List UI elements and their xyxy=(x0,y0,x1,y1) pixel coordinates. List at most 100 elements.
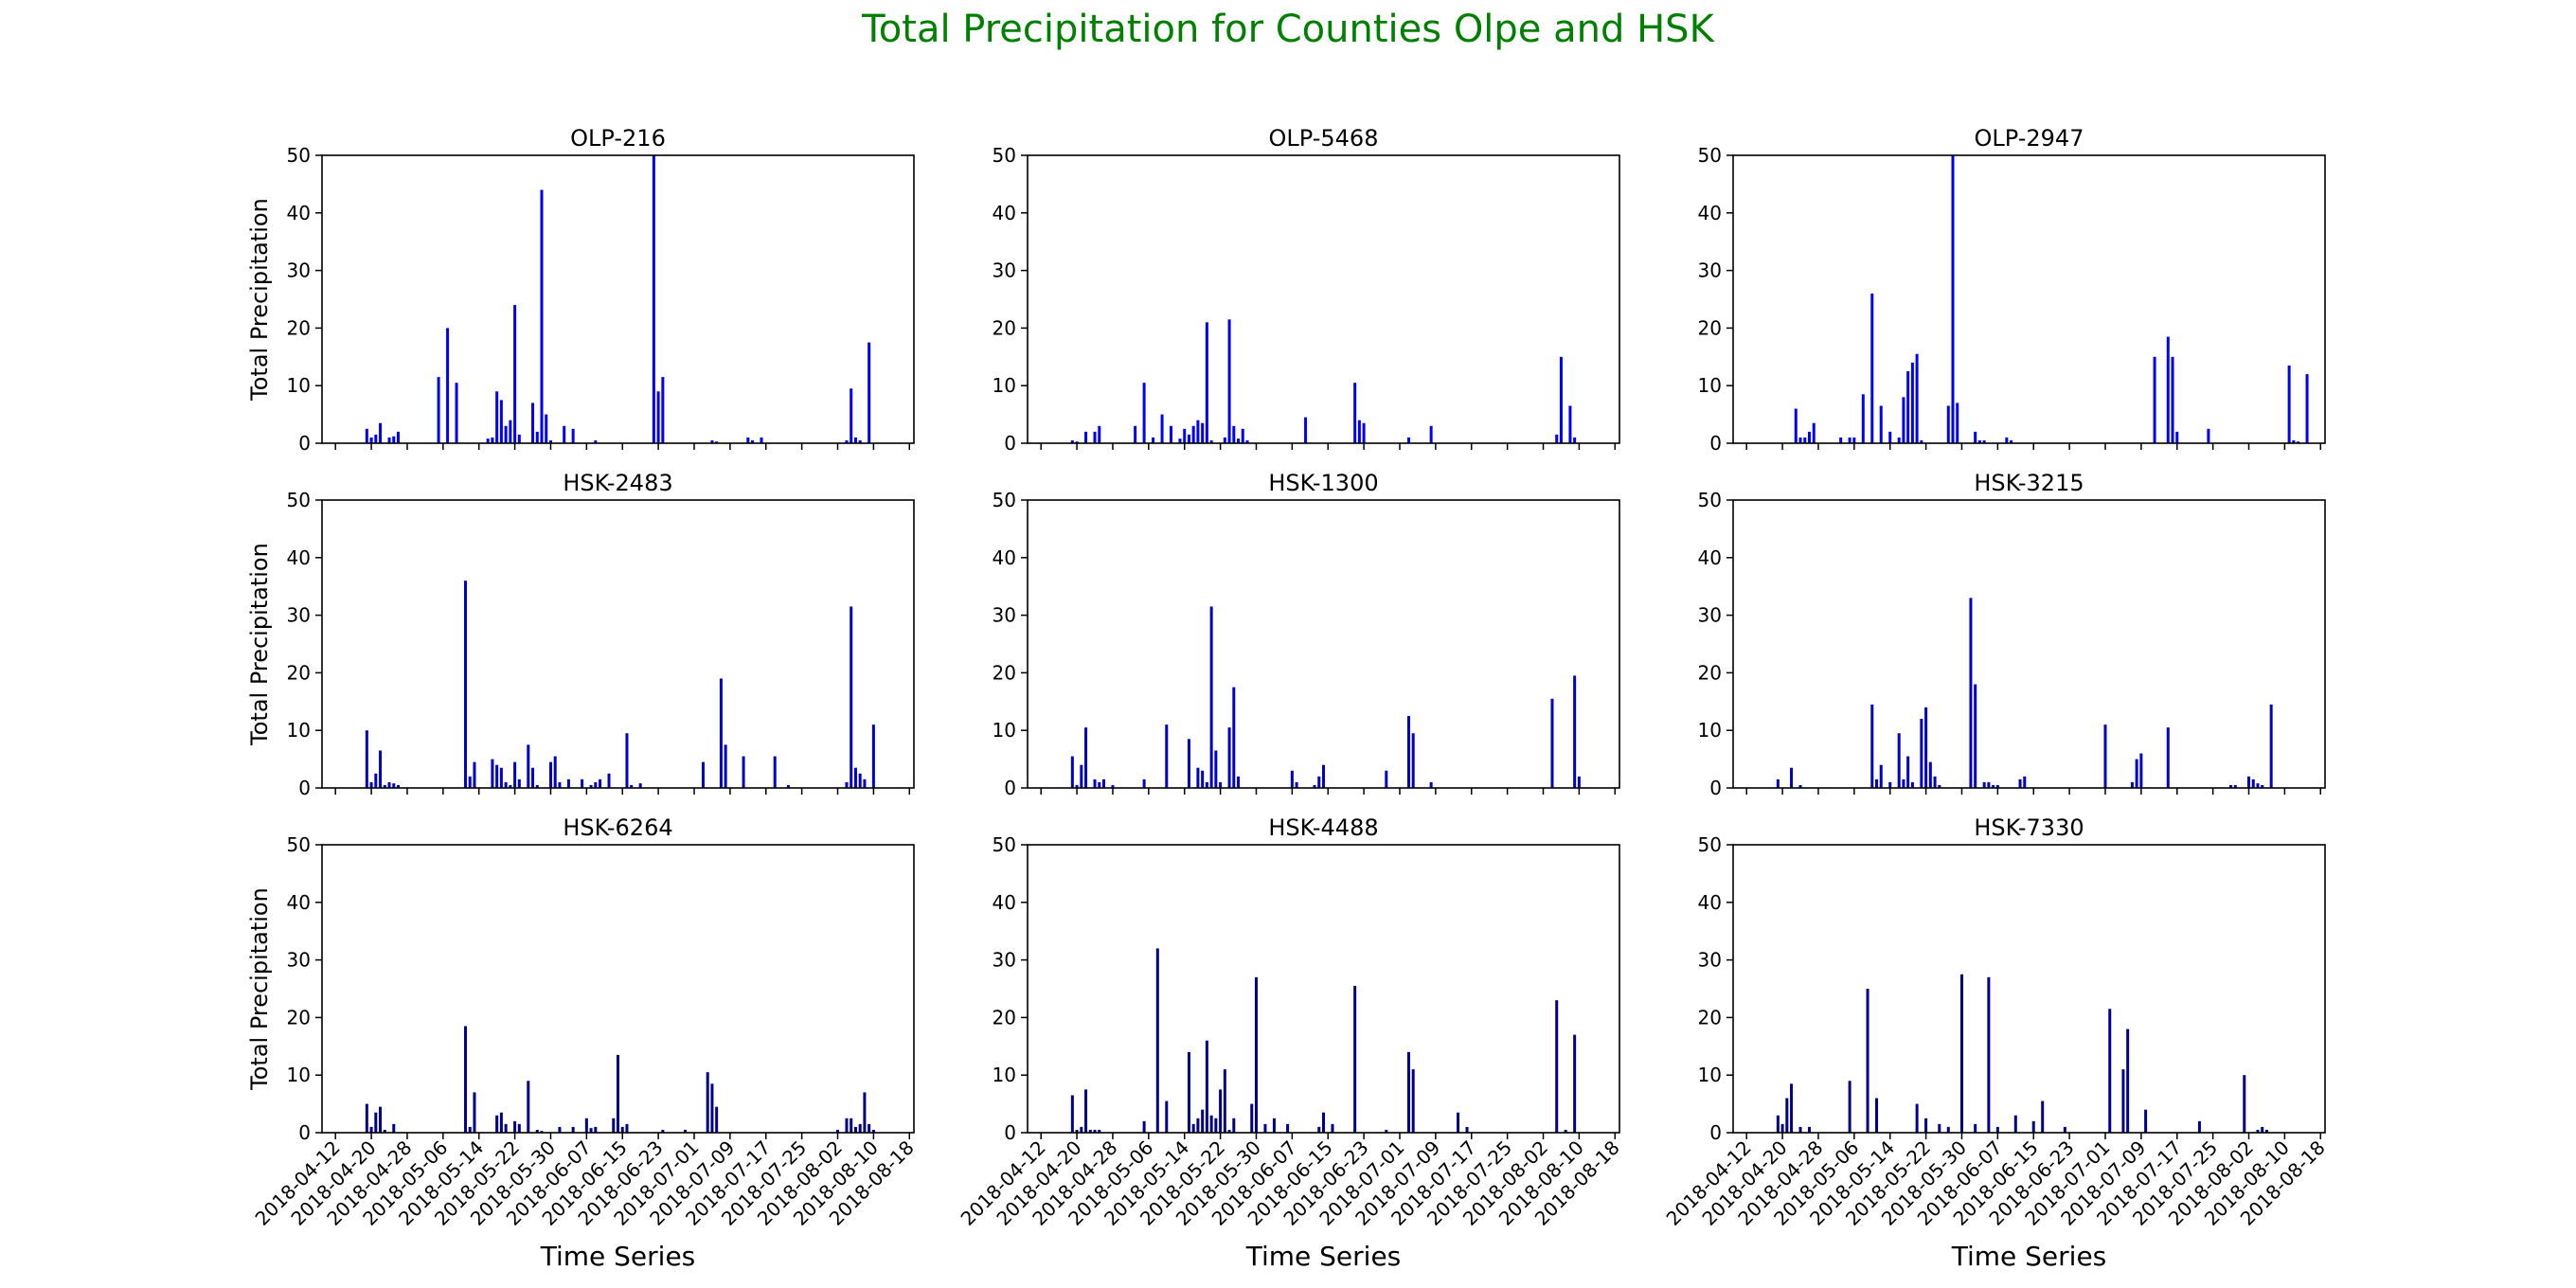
bar xyxy=(374,773,378,788)
bar xyxy=(2108,1009,2112,1133)
bar xyxy=(1928,761,1932,788)
bar xyxy=(1075,441,1079,443)
bar xyxy=(2243,1075,2246,1133)
bar xyxy=(486,438,490,443)
bar xyxy=(1933,776,1937,788)
bar xyxy=(2229,784,2233,788)
bar xyxy=(850,388,853,443)
bar xyxy=(392,783,396,788)
bar xyxy=(513,761,517,788)
bar xyxy=(1924,707,1928,788)
subplot-title: OLP-5468 xyxy=(1269,125,1379,152)
subplot-title: OLP-2947 xyxy=(1975,125,2084,152)
bar xyxy=(437,377,440,443)
subplot-hsk-2483: HSK-2483 0 10 20 30 40 50 Total Precipitation xyxy=(246,470,915,799)
bar xyxy=(1946,405,1950,443)
bar xyxy=(379,422,383,443)
bar xyxy=(513,1120,517,1133)
bar xyxy=(1974,431,1977,443)
bar xyxy=(1848,1081,1852,1133)
x-axis-label: Time Series xyxy=(1951,1241,2107,1272)
bar xyxy=(374,434,378,443)
bar xyxy=(620,1126,624,1133)
bar xyxy=(1776,1115,1780,1133)
bar xyxy=(1084,727,1088,788)
subplot-hsk-3215: HSK-3215 0 10 20 30 40 50 xyxy=(1698,470,2326,799)
bar xyxy=(1577,776,1581,788)
bar xyxy=(1142,383,1146,443)
bar xyxy=(504,425,508,443)
bar xyxy=(396,431,400,443)
bar xyxy=(571,428,575,443)
axes-frame xyxy=(321,844,915,1134)
bar xyxy=(868,1123,871,1133)
bar xyxy=(455,383,458,443)
subplot-hsk-4488: HSK-4488010203040502018-04-122018-04-202… xyxy=(957,814,1624,1272)
bar xyxy=(1457,1112,1460,1133)
y-tick-label: 50 xyxy=(287,833,311,856)
bar xyxy=(1201,422,1205,443)
bar xyxy=(2135,759,2138,788)
bar xyxy=(396,784,400,788)
bar xyxy=(710,439,714,443)
bar xyxy=(1290,770,1294,788)
bar xyxy=(656,391,660,443)
bar xyxy=(1245,439,1249,443)
bar xyxy=(1839,437,1843,443)
y-tick-label: 50 xyxy=(1698,144,1722,167)
bar xyxy=(392,1123,396,1133)
bar xyxy=(1974,684,1977,788)
bar xyxy=(1201,770,1205,788)
bar xyxy=(1798,1126,1802,1133)
bar xyxy=(1385,1129,1388,1133)
bar xyxy=(746,437,750,443)
y-tick-label: 40 xyxy=(287,202,311,224)
subplot-olp-2947: OLP-2947 0 10 20 30 40 50 xyxy=(1698,125,2326,455)
bar xyxy=(710,1083,714,1133)
bar xyxy=(2144,1109,2148,1133)
y-tick-label: 30 xyxy=(1698,949,1722,972)
bar xyxy=(1101,778,1105,788)
bar xyxy=(1196,420,1200,443)
bar xyxy=(1232,687,1236,788)
bar xyxy=(1075,784,1079,788)
bar xyxy=(1910,781,1914,788)
bar xyxy=(504,781,508,788)
bar xyxy=(1093,778,1097,788)
x-axis-label: Time Series xyxy=(1245,1241,1402,1272)
bar xyxy=(1573,675,1577,788)
bar xyxy=(2247,776,2251,788)
y-tick-label: 0 xyxy=(1709,432,1722,455)
bar xyxy=(1152,437,1155,443)
bar xyxy=(2233,784,2237,788)
bar xyxy=(1573,437,1577,443)
y-tick-label: 50 xyxy=(287,144,311,167)
bar xyxy=(2166,336,2170,443)
bar xyxy=(2126,1029,2130,1133)
bar xyxy=(1331,1123,1334,1133)
bar xyxy=(535,431,539,443)
y-tick-label: 10 xyxy=(1698,1064,1722,1086)
bar xyxy=(1406,1051,1410,1133)
y-tick-label: 50 xyxy=(1698,833,1722,856)
y-tick-label: 10 xyxy=(993,1064,1016,1086)
bar xyxy=(1183,428,1187,443)
bar xyxy=(473,761,476,788)
bar xyxy=(1070,439,1074,443)
bar xyxy=(499,400,503,443)
bar xyxy=(584,1118,588,1133)
bar xyxy=(1870,704,1874,788)
bar xyxy=(548,761,552,788)
bar xyxy=(1555,434,1559,443)
bar xyxy=(517,434,521,443)
bar xyxy=(2261,1126,2264,1133)
bar xyxy=(1317,1126,1321,1133)
bar xyxy=(509,784,512,788)
bar xyxy=(742,756,745,788)
y-tick-label: 30 xyxy=(993,604,1016,627)
subplot-title: HSK-3215 xyxy=(1974,470,2084,496)
subplot-title: HSK-7330 xyxy=(1974,814,2084,841)
y-axis-label: Total Precipitation xyxy=(246,543,273,746)
y-tick-label: 30 xyxy=(287,604,311,627)
